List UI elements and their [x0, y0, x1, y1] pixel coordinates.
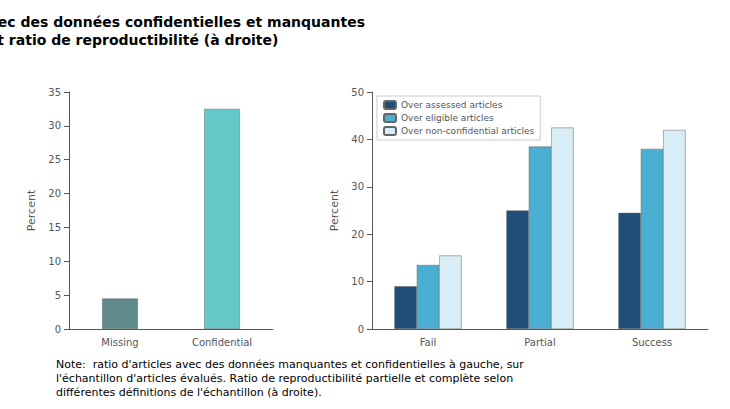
svg-text:Success: Success	[632, 337, 672, 348]
svg-text:Over assessed articles: Over assessed articles	[401, 100, 503, 110]
svg-text:25: 25	[48, 154, 61, 165]
svg-text:30: 30	[351, 181, 364, 192]
svg-text:5: 5	[55, 290, 61, 301]
svg-text:0: 0	[55, 324, 61, 335]
svg-text:10: 10	[48, 256, 61, 267]
svg-text:Note: ratio d'articles avec d: Note: ratio d'articles avec des données …	[56, 358, 524, 371]
svg-text:Partial: Partial	[524, 337, 555, 348]
svg-text:15: 15	[48, 222, 61, 233]
svg-text:20: 20	[48, 188, 61, 199]
svg-text:Missing: Missing	[101, 337, 138, 348]
svg-text:Proportion d'articles avec des: Proportion d'articles avec des données c…	[0, 14, 365, 30]
svg-text:Over eligible articles: Over eligible articles	[401, 113, 494, 123]
svg-text:l'échantillon d'articles évalu: l'échantillon d'articles évalués. Ratio …	[56, 372, 513, 385]
svg-text:0: 0	[358, 324, 364, 335]
svg-text:Confidential: Confidential	[192, 337, 252, 348]
svg-text:10: 10	[351, 276, 364, 287]
svg-text:35: 35	[48, 87, 61, 98]
svg-text:Percent: Percent	[328, 189, 341, 231]
svg-text:20: 20	[351, 229, 364, 240]
svg-text:Fail: Fail	[420, 337, 437, 348]
svg-text:30: 30	[48, 120, 61, 131]
svg-text:(à gauche) et ratio de reprodu: (à gauche) et ratio de reproductibilité …	[0, 32, 278, 48]
svg-text:différentes définitions de l'é: différentes définitions de l'échantillon…	[56, 386, 322, 399]
svg-text:50: 50	[351, 87, 364, 98]
svg-text:40: 40	[351, 134, 364, 145]
svg-text:Over non-confidential articles: Over non-confidential articles	[401, 126, 535, 136]
svg-text:Percent: Percent	[25, 189, 38, 231]
